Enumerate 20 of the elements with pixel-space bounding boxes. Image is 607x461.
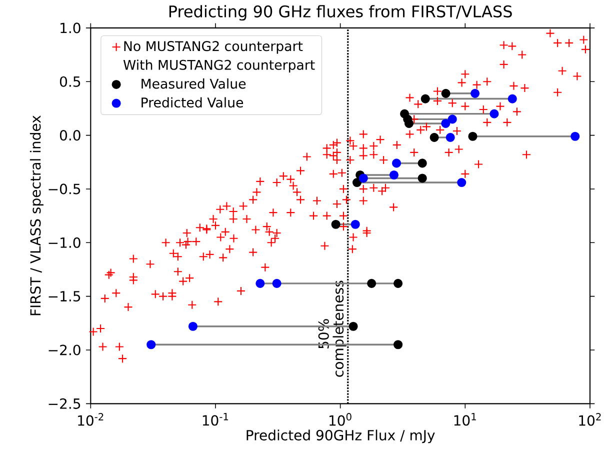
chart-title: Predicting 90 GHz fluxes from FIRST/VLASS <box>169 5 512 21</box>
y-tick-label: −2.5 <box>48 398 80 409</box>
y-axis-title: FIRST / VLASS spectral index <box>30 116 44 316</box>
annotation: With MUSTANG2 counterpart <box>123 60 315 73</box>
x-tick-label: 10$^{2}$ <box>579 413 601 426</box>
x-axis-title: Predicted 90GHz Flux / mJy <box>246 430 435 444</box>
y-tick-label: 0.5 <box>60 76 80 87</box>
legend-label: Measured Value <box>142 78 246 89</box>
y-tick-label: −1.0 <box>48 237 80 248</box>
legend-label: No MUSTANG2 counterpart <box>124 41 303 54</box>
y-tick-label: −0.5 <box>48 184 80 194</box>
x-tick-label: 10$^{1}$ <box>454 413 476 426</box>
y-tick-label: −1.5 <box>48 291 80 302</box>
y-tick-label: 0.0 <box>60 130 80 141</box>
y-tick-label: −2.0 <box>48 344 80 356</box>
x-tick-label: 10$^{-1}$ <box>202 413 228 426</box>
legend-label: Predicted Value <box>142 97 244 108</box>
x-tick-label: 10$^{-2}$ <box>78 413 104 426</box>
y-tick-label: 1.0 <box>60 22 80 34</box>
x-tick-label: 10$^{0}$ <box>329 413 352 426</box>
